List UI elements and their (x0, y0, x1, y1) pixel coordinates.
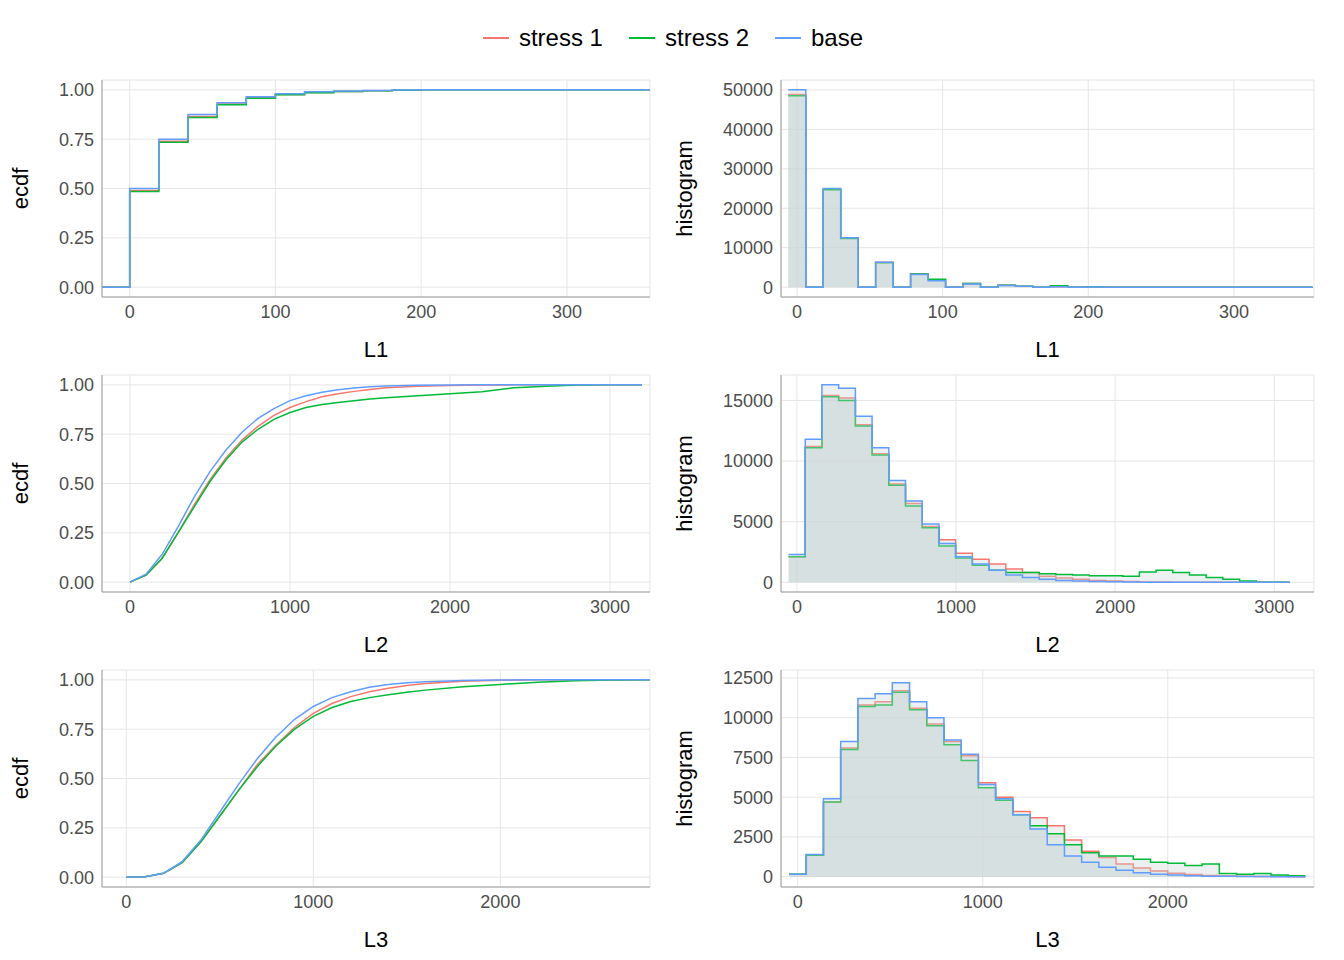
svg-text:1000: 1000 (936, 597, 976, 617)
svg-text:0.00: 0.00 (59, 278, 94, 298)
html-text:base: base (811, 24, 863, 51)
svg-text:100: 100 (260, 302, 290, 322)
svg-text:0.25: 0.25 (59, 523, 94, 543)
svg-text:10000: 10000 (723, 708, 773, 728)
svg-text:0.50: 0.50 (59, 769, 94, 789)
svg-text:12500: 12500 (723, 668, 773, 688)
svg-text:L1: L1 (364, 337, 388, 362)
svg-text:ecdf: ecdf (8, 462, 33, 504)
svg-text:2000: 2000 (1095, 597, 1135, 617)
svg-text:3000: 3000 (1254, 597, 1294, 617)
svg-text:1000: 1000 (963, 892, 1003, 912)
svg-text:200: 200 (406, 302, 436, 322)
svg-text:0.75: 0.75 (59, 720, 94, 740)
svg-text:0: 0 (121, 892, 131, 912)
svg-text:20000: 20000 (723, 199, 773, 219)
svg-text:0: 0 (125, 597, 135, 617)
svg-text:100: 100 (928, 302, 958, 322)
svg-text:L3: L3 (1035, 927, 1059, 952)
svg-text:1000: 1000 (270, 597, 310, 617)
svg-text:300: 300 (1219, 302, 1249, 322)
svg-text:0.00: 0.00 (59, 868, 94, 888)
svg-text:0: 0 (792, 302, 802, 322)
svg-text:histogram: histogram (672, 730, 697, 827)
svg-text:0: 0 (792, 597, 802, 617)
svg-text:15000: 15000 (723, 391, 773, 411)
svg-text:0: 0 (763, 867, 773, 887)
html-text:stress 2: stress 2 (665, 24, 749, 51)
svg-text:ecdf: ecdf (8, 757, 33, 799)
svg-text:7500: 7500 (733, 748, 773, 768)
svg-text:0: 0 (793, 892, 803, 912)
svg-text:300: 300 (552, 302, 582, 322)
svg-text:5000: 5000 (733, 788, 773, 808)
svg-text:0.00: 0.00 (59, 573, 94, 593)
svg-text:0.75: 0.75 (59, 130, 94, 150)
svg-text:0.25: 0.25 (59, 228, 94, 248)
svg-text:L1: L1 (1035, 337, 1059, 362)
svg-text:0: 0 (763, 278, 773, 298)
svg-text:2000: 2000 (480, 892, 520, 912)
svg-text:1000: 1000 (293, 892, 333, 912)
svg-text:L2: L2 (1035, 632, 1059, 657)
svg-text:30000: 30000 (723, 159, 773, 179)
svg-text:1.00: 1.00 (59, 670, 94, 690)
svg-text:L3: L3 (364, 927, 388, 952)
html-text:stress 1: stress 1 (518, 24, 603, 51)
svg-text:0.50: 0.50 (59, 179, 94, 199)
svg-text:2000: 2000 (1148, 892, 1188, 912)
svg-text:histogram: histogram (672, 435, 697, 532)
svg-text:50000: 50000 (723, 80, 773, 100)
svg-text:5000: 5000 (733, 512, 773, 532)
svg-text:0: 0 (125, 302, 135, 322)
svg-text:L2: L2 (364, 632, 388, 657)
svg-text:1.00: 1.00 (59, 80, 94, 100)
svg-text:1.00: 1.00 (59, 375, 94, 395)
svg-text:0.50: 0.50 (59, 474, 94, 494)
svg-text:2000: 2000 (430, 597, 470, 617)
svg-text:histogram: histogram (672, 140, 697, 237)
svg-text:2500: 2500 (733, 827, 773, 847)
svg-text:3000: 3000 (590, 597, 630, 617)
svg-text:200: 200 (1073, 302, 1103, 322)
svg-text:0: 0 (763, 573, 773, 593)
svg-text:10000: 10000 (723, 238, 773, 258)
svg-text:10000: 10000 (723, 451, 773, 471)
svg-text:ecdf: ecdf (8, 167, 33, 209)
svg-text:0.25: 0.25 (59, 818, 94, 838)
svg-text:0.75: 0.75 (59, 425, 94, 445)
svg-text:40000: 40000 (723, 120, 773, 140)
